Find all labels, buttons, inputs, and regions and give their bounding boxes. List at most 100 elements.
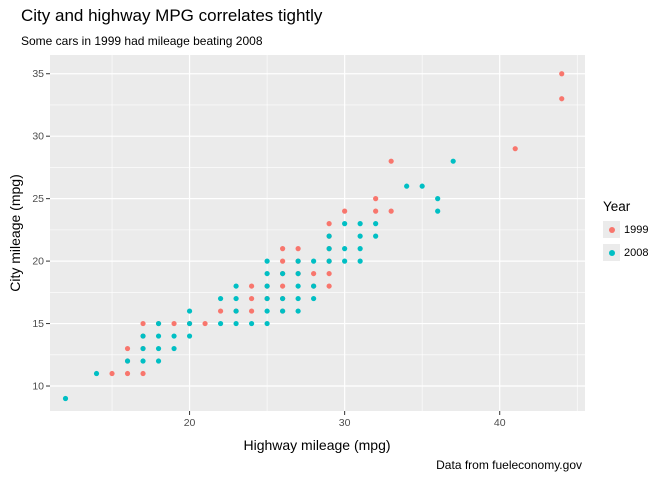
- y-axis-ticks: 10 15 20 25 30 35: [32, 68, 50, 393]
- chart-title: City and highway MPG correlates tightly: [21, 6, 323, 25]
- data-point-2008: [326, 246, 332, 252]
- data-point-2008: [155, 345, 162, 352]
- legend-dot-2008: [608, 249, 615, 256]
- data-point-2008: [295, 308, 301, 314]
- data-point-2008: [155, 358, 162, 364]
- data-point-1999: [217, 308, 224, 314]
- data-point-1999: [373, 196, 379, 202]
- legend-label-2008: 2008: [624, 246, 649, 259]
- data-point-2008: [342, 246, 348, 252]
- x-tick-label: 20: [184, 417, 196, 429]
- data-point-2008: [186, 333, 193, 339]
- y-axis-label: City mileage (mpg): [7, 174, 23, 291]
- data-point-2008: [357, 258, 363, 264]
- data-point-2008: [264, 270, 270, 277]
- data-point-2008: [171, 345, 177, 352]
- data-point-2008: [155, 320, 162, 327]
- data-point-2008: [342, 258, 348, 264]
- chart-subtitle: Some cars in 1999 had mileage beating 20…: [21, 34, 263, 48]
- data-point-2008: [233, 295, 239, 302]
- y-tick-label: 30: [32, 131, 44, 143]
- data-point-2008: [295, 283, 301, 289]
- data-point-2008: [186, 308, 193, 314]
- data-point-2008: [342, 221, 348, 227]
- data-point-1999: [140, 370, 146, 377]
- y-tick-label: 10: [32, 381, 44, 393]
- x-axis-label: Highway mileage (mpg): [243, 437, 390, 453]
- data-point-2008: [124, 358, 131, 364]
- data-point-2008: [140, 345, 146, 352]
- data-point-1999: [124, 370, 131, 377]
- data-point-2008: [186, 320, 193, 327]
- data-point-1999: [248, 308, 255, 314]
- data-point-2008: [295, 270, 301, 277]
- legend-key-1999: [603, 221, 620, 238]
- data-point-2008: [373, 221, 379, 227]
- data-point-1999: [280, 258, 286, 264]
- data-point-2008: [357, 246, 363, 252]
- data-point-1999: [326, 221, 332, 227]
- data-point-2008: [233, 308, 239, 314]
- data-point-1999: [559, 96, 565, 102]
- data-point-2008: [435, 196, 441, 202]
- data-point-2008: [233, 283, 239, 289]
- data-point-1999: [295, 246, 301, 252]
- data-point-2008: [311, 258, 317, 264]
- data-point-2008: [140, 358, 146, 364]
- legend: Year 1999 2008: [603, 199, 648, 264]
- chart-caption: Data from fueleconomy.gov: [436, 458, 582, 472]
- data-point-1999: [388, 158, 394, 164]
- data-point-1999: [140, 320, 146, 327]
- data-point-1999: [202, 320, 208, 327]
- data-point-2008: [93, 370, 100, 377]
- data-point-2008: [155, 333, 162, 339]
- data-point-2008: [373, 233, 379, 239]
- y-tick-label: 20: [32, 256, 44, 268]
- legend-item-2008: 2008: [603, 241, 648, 264]
- y-tick-label: 25: [32, 193, 44, 205]
- legend-item-1999: 1999: [603, 218, 648, 241]
- legend-label-1999: 1999: [624, 223, 649, 236]
- legend-dot-1999: [608, 226, 615, 233]
- data-point-1999: [559, 71, 565, 77]
- data-point-2008: [280, 308, 286, 314]
- data-point-1999: [311, 270, 317, 277]
- x-tick-label: 40: [494, 417, 506, 429]
- legend-key-2008: [603, 244, 620, 261]
- plot-panel: [50, 55, 585, 411]
- data-point-2008: [435, 208, 441, 214]
- data-point-2008: [326, 258, 332, 264]
- data-point-1999: [109, 370, 115, 377]
- data-point-1999: [280, 283, 286, 289]
- data-point-2008: [264, 308, 270, 314]
- legend-title: Year: [603, 199, 631, 214]
- data-point-2008: [419, 183, 425, 189]
- data-point-2008: [233, 320, 239, 327]
- data-point-1999: [124, 345, 131, 352]
- data-point-2008: [264, 283, 270, 289]
- data-point-2008: [326, 233, 332, 239]
- data-point-2008: [357, 221, 363, 227]
- data-point-2008: [450, 158, 456, 164]
- data-point-1999: [326, 283, 332, 289]
- data-point-2008: [217, 320, 224, 327]
- data-point-1999: [171, 320, 177, 327]
- data-point-2008: [280, 270, 286, 277]
- data-point-1999: [326, 270, 332, 277]
- data-point-2008: [140, 333, 146, 339]
- x-axis-ticks: 20 30 40: [184, 411, 506, 429]
- data-point-2008: [404, 183, 410, 189]
- data-point-2008: [248, 320, 255, 327]
- data-point-1999: [280, 246, 286, 252]
- data-point-2008: [264, 295, 270, 302]
- y-tick-label: 15: [32, 318, 44, 330]
- y-tick-label: 35: [32, 68, 44, 80]
- data-point-1999: [388, 208, 394, 214]
- minor-gridlines: [50, 55, 585, 411]
- data-point-2008: [295, 258, 301, 264]
- data-point-1999: [248, 283, 255, 289]
- data-point-1999: [373, 208, 379, 214]
- data-point-2008: [311, 283, 317, 289]
- data-point-1999: [248, 295, 255, 302]
